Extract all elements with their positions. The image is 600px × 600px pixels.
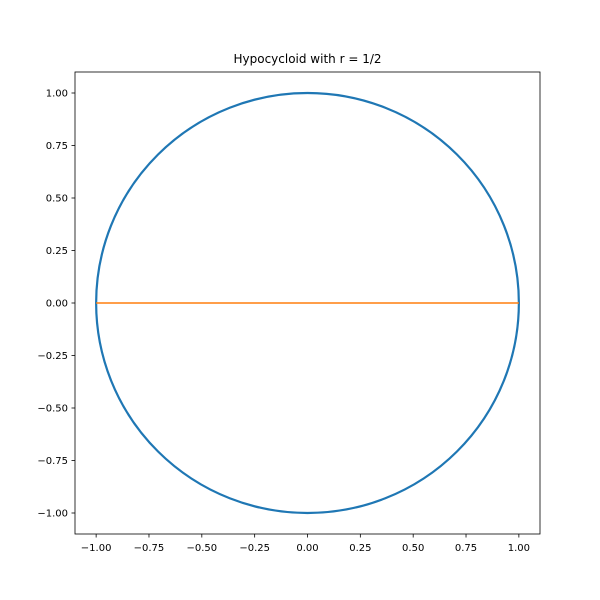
y-tick-label: 1.00	[46, 89, 68, 100]
x-tick-label: 0.50	[402, 543, 424, 554]
x-tick-label: −0.25	[239, 543, 270, 554]
x-axis: −1.00 −0.75 −0.50 −0.25 0.00 0.25 0.50 0.75 1.00	[81, 534, 530, 554]
y-tick-label: −0.50	[37, 404, 68, 415]
x-tick-label: 1.00	[508, 543, 530, 554]
x-tick-label: −0.50	[186, 543, 217, 554]
chart-title: Hypocycloid with r = 1/2	[233, 52, 381, 66]
y-tick-label: 0.25	[46, 246, 68, 257]
x-tick-label: 0.25	[349, 543, 371, 554]
y-tick-label: 0.50	[46, 194, 68, 205]
x-tick-label: −0.75	[134, 543, 165, 554]
y-tick-label: 0.75	[46, 141, 68, 152]
y-tick-label: −0.25	[37, 351, 68, 362]
x-tick-label: −1.00	[81, 543, 112, 554]
plot-lines	[95, 91, 520, 515]
x-tick-label: 0.75	[455, 543, 477, 554]
y-axis: 1.00 0.75 0.50 0.25 0.00 −0.25 −0.50 −0.75 −1.00	[37, 89, 75, 520]
y-tick-label: −0.75	[37, 456, 68, 467]
y-tick-label: 0.00	[46, 299, 68, 310]
y-tick-label: −1.00	[37, 509, 68, 520]
x-tick-label: 0.00	[296, 543, 318, 554]
